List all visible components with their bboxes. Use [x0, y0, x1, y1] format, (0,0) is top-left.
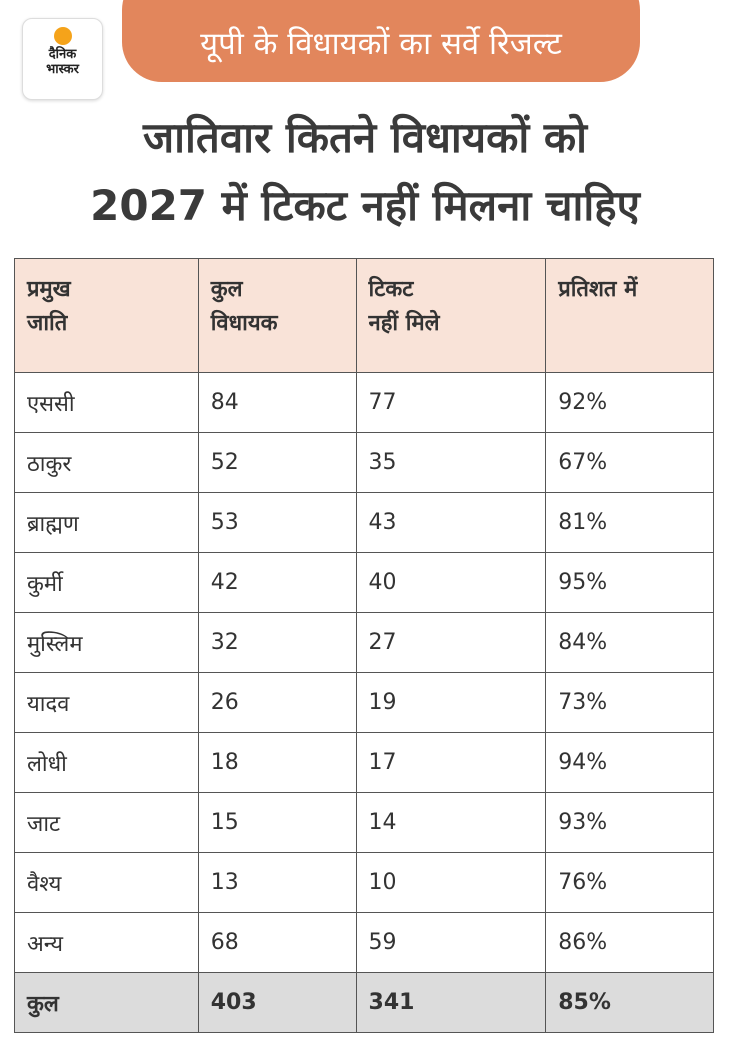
- table-cell: 85%: [545, 972, 714, 1033]
- table-cell: लोधी: [14, 732, 199, 793]
- header-line: प्रमुख: [27, 277, 71, 302]
- table-header: प्रमुख जाति कुल विधायक टिकट नहीं मिले प्रतिशत …: [14, 258, 714, 373]
- header-line: कुल: [210, 277, 243, 302]
- logo-line2: भास्कर: [46, 62, 79, 77]
- table-row: वैश्य 13 10 76%: [14, 852, 714, 913]
- table-cell: 341: [355, 972, 547, 1033]
- table-cell: 14: [355, 792, 547, 853]
- header-line: नहीं मिले: [368, 311, 440, 336]
- table-cell: 84%: [545, 612, 714, 673]
- table-cell: कुल: [14, 972, 199, 1033]
- table-cell: 52: [197, 432, 357, 493]
- table-cell: अन्य: [14, 912, 199, 973]
- column-header: कुल विधायक: [197, 258, 357, 373]
- total-row: कुल 403 341 85%: [14, 972, 714, 1033]
- table-cell: 68: [197, 912, 357, 973]
- table-row: ब्राह्मण 53 43 81%: [14, 492, 714, 553]
- sun-icon: [53, 27, 72, 45]
- table-cell: 43: [355, 492, 547, 553]
- table-cell: 86%: [545, 912, 714, 973]
- dainik-bhaskar-logo: दैनिक भास्कर: [22, 18, 103, 100]
- table-cell: 13: [197, 852, 357, 913]
- table-cell: 27: [355, 612, 547, 673]
- table-cell: 19: [355, 672, 547, 733]
- table-row: अन्य 68 59 86%: [14, 912, 714, 973]
- table-cell: यादव: [14, 672, 199, 733]
- table-cell: 94%: [545, 732, 714, 793]
- header-line: विधायक: [210, 311, 278, 336]
- logo-line1: दैनिक: [48, 47, 77, 62]
- table-row: कुर्मी 42 40 95%: [14, 552, 714, 613]
- table-row: ठाकुर 52 35 67%: [14, 432, 714, 493]
- table-cell: 42: [197, 552, 357, 613]
- table-cell: 403: [197, 972, 357, 1033]
- table-cell: 40: [355, 552, 547, 613]
- table-cell: 95%: [545, 552, 714, 613]
- table-cell: कुर्मी: [14, 552, 199, 613]
- table-cell: 76%: [545, 852, 714, 913]
- banner: यूपी के विधायकों का सर्वे रिजल्ट: [122, 0, 640, 82]
- table-cell: 93%: [545, 792, 714, 853]
- column-header: प्रमुख जाति: [14, 258, 199, 373]
- table-row: मुस्लिम 32 27 84%: [14, 612, 714, 673]
- table-cell: 67%: [545, 432, 714, 493]
- table-row: एससी 84 77 92%: [14, 372, 714, 433]
- title-line1: जातिवार कितने विधायकों को: [142, 113, 588, 162]
- header-line: टिकट: [368, 277, 414, 302]
- table-cell: वैश्य: [14, 852, 199, 913]
- table-cell: 59: [355, 912, 547, 973]
- table-cell: 17: [355, 732, 547, 793]
- table-row: यादव 26 19 73%: [14, 672, 714, 733]
- table-cell: 15: [197, 792, 357, 853]
- column-header: टिकट नहीं मिले: [355, 258, 547, 373]
- header-line: जाति: [27, 311, 68, 336]
- table-cell: 32: [197, 612, 357, 673]
- table-cell: ठाकुर: [14, 432, 199, 493]
- table-cell: 18: [197, 732, 357, 793]
- table-cell: 84: [197, 372, 357, 433]
- table-cell: 53: [197, 492, 357, 553]
- banner-text: यूपी के विधायकों का सर्वे रिजल्ट: [200, 26, 562, 62]
- table-cell: 35: [355, 432, 547, 493]
- table-row: लोधी 18 17 94%: [14, 732, 714, 793]
- header-line: प्रतिशत में: [558, 277, 638, 302]
- table-cell: मुस्लिम: [14, 612, 199, 673]
- table-row: जाट 15 14 93%: [14, 792, 714, 853]
- table-cell: 81%: [545, 492, 714, 553]
- table-cell: 26: [197, 672, 357, 733]
- table-cell: एससी: [14, 372, 199, 433]
- column-header: प्रतिशत में: [545, 258, 714, 373]
- table-cell: जाट: [14, 792, 199, 853]
- table-cell: ब्राह्मण: [14, 492, 199, 553]
- table-cell: 77: [355, 372, 547, 433]
- title-line2: 2027 में टिकट नहीं मिलना चाहिए: [90, 181, 640, 230]
- data-table: प्रमुख जाति कुल विधायक टिकट नहीं मिले प्रतिशत …: [14, 258, 714, 1033]
- table-cell: 10: [355, 852, 547, 913]
- table-cell: 92%: [545, 372, 714, 433]
- table-cell: 73%: [545, 672, 714, 733]
